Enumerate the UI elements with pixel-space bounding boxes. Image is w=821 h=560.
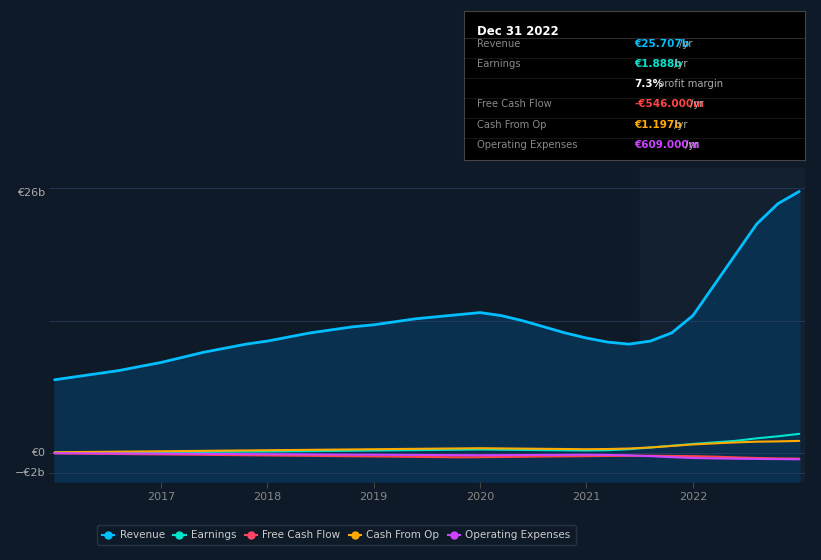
Text: /yr: /yr xyxy=(672,119,688,129)
Text: /yr: /yr xyxy=(681,139,698,150)
Text: profit margin: profit margin xyxy=(655,80,723,90)
Text: 7.3%: 7.3% xyxy=(635,80,663,90)
Legend: Revenue, Earnings, Free Cash Flow, Cash From Op, Operating Expenses: Revenue, Earnings, Free Cash Flow, Cash … xyxy=(97,525,576,545)
Text: Revenue: Revenue xyxy=(478,39,521,49)
Text: /yr: /yr xyxy=(672,59,688,69)
Text: €1.197b: €1.197b xyxy=(635,119,682,129)
Text: €1.888b: €1.888b xyxy=(635,59,682,69)
Text: €0: €0 xyxy=(31,448,45,458)
Text: Free Cash Flow: Free Cash Flow xyxy=(478,100,553,110)
Text: €609.000m: €609.000m xyxy=(635,139,699,150)
Text: Earnings: Earnings xyxy=(478,59,521,69)
Text: Operating Expenses: Operating Expenses xyxy=(478,139,578,150)
Text: €25.707b: €25.707b xyxy=(635,39,690,49)
Text: Dec 31 2022: Dec 31 2022 xyxy=(478,25,559,38)
Text: Cash From Op: Cash From Op xyxy=(478,119,547,129)
Text: −€2b: −€2b xyxy=(15,469,45,478)
Text: /yr: /yr xyxy=(677,39,693,49)
Text: -€546.000m: -€546.000m xyxy=(635,100,704,110)
Text: /yr: /yr xyxy=(687,100,704,110)
Bar xyxy=(640,168,810,482)
Text: €26b: €26b xyxy=(17,188,45,198)
